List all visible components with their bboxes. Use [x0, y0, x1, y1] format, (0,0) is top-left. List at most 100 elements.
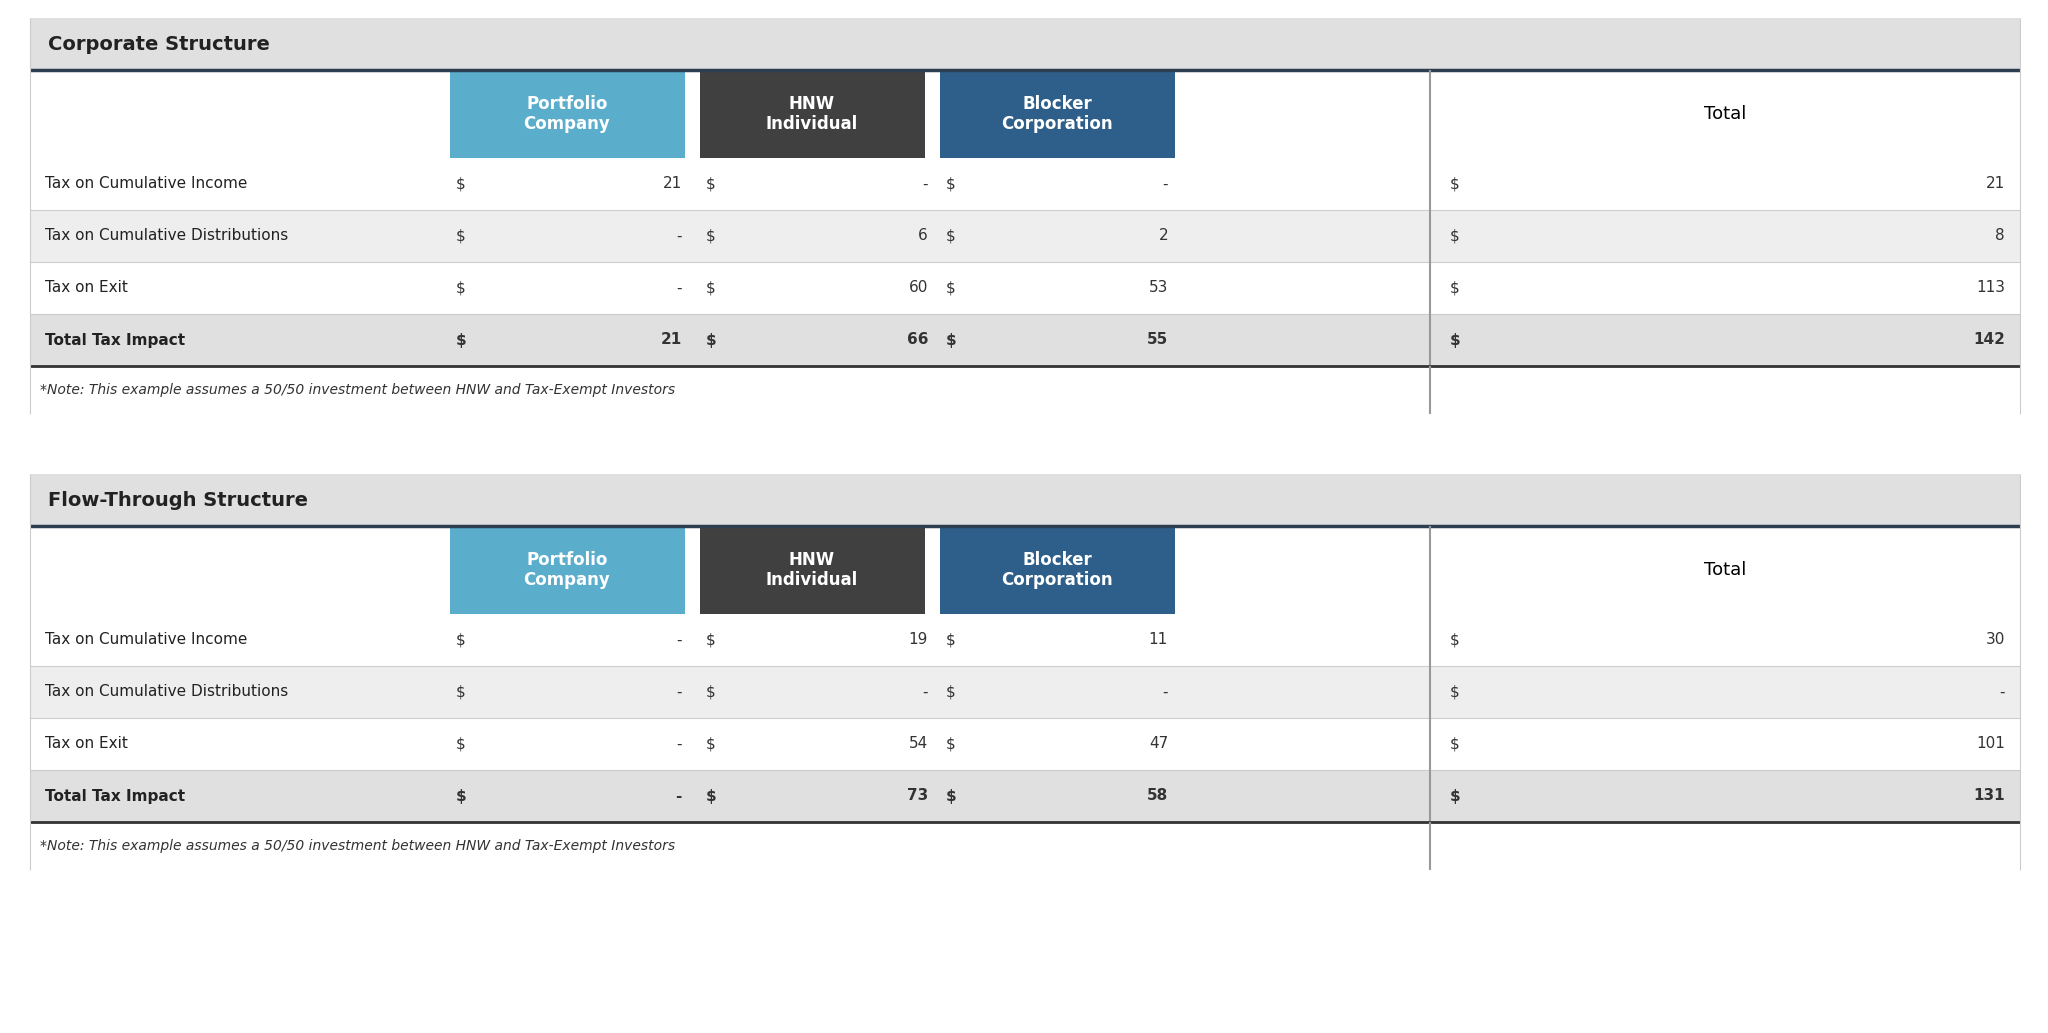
Text: 55: 55: [1147, 333, 1167, 347]
Text: Corporate Structure: Corporate Structure: [47, 34, 270, 54]
Text: 73: 73: [907, 788, 928, 804]
Text: $: $: [707, 177, 715, 191]
Text: $: $: [1450, 788, 1460, 804]
Text: Total: Total: [1704, 105, 1747, 123]
Text: *Note: This example assumes a 50/50 investment between HNW and Tax-Exempt Invest: *Note: This example assumes a 50/50 inve…: [41, 839, 676, 853]
Text: $: $: [707, 632, 715, 648]
Text: Blocker
Corporation: Blocker Corporation: [1001, 551, 1112, 590]
Bar: [451, 526, 684, 614]
Text: 142: 142: [1972, 333, 2005, 347]
Bar: [31, 18, 2019, 70]
Text: 53: 53: [1149, 281, 1167, 295]
Text: 54: 54: [909, 737, 928, 751]
Bar: [940, 70, 1176, 158]
Text: $: $: [1450, 737, 1460, 751]
Text: $: $: [707, 228, 715, 244]
Text: Tax on Cumulative Distributions: Tax on Cumulative Distributions: [45, 685, 289, 699]
Text: $: $: [946, 228, 956, 244]
Text: 101: 101: [1976, 737, 2005, 751]
Text: 21: 21: [662, 333, 682, 347]
Text: Tax on Cumulative Distributions: Tax on Cumulative Distributions: [45, 228, 289, 244]
Text: $: $: [457, 685, 465, 699]
Text: $: $: [457, 228, 465, 244]
Text: $: $: [946, 737, 956, 751]
Bar: [451, 70, 684, 158]
Text: -: -: [1163, 685, 1167, 699]
Text: Tax on Cumulative Income: Tax on Cumulative Income: [45, 177, 248, 191]
Text: $: $: [946, 177, 956, 191]
Text: $: $: [946, 333, 956, 347]
Text: $: $: [457, 788, 467, 804]
Text: *Note: This example assumes a 50/50 investment between HNW and Tax-Exempt Invest: *Note: This example assumes a 50/50 inve…: [41, 383, 676, 397]
Text: -: -: [676, 685, 682, 699]
Text: $: $: [707, 685, 715, 699]
Text: 131: 131: [1974, 788, 2005, 804]
Text: Portfolio
Company: Portfolio Company: [524, 95, 610, 133]
Text: Tax on Cumulative Income: Tax on Cumulative Income: [45, 632, 248, 648]
Bar: [31, 770, 2019, 822]
Bar: [31, 526, 2019, 614]
Bar: [700, 70, 926, 158]
Text: $: $: [457, 333, 467, 347]
Text: $: $: [707, 737, 715, 751]
Bar: [31, 474, 2019, 526]
Bar: [940, 526, 1176, 614]
Text: $: $: [946, 788, 956, 804]
Text: -: -: [1163, 177, 1167, 191]
Text: Flow-Through Structure: Flow-Through Structure: [47, 491, 307, 509]
Text: $: $: [946, 632, 956, 648]
Text: 58: 58: [1147, 788, 1167, 804]
Text: HNW
Individual: HNW Individual: [766, 551, 858, 590]
Text: Total Tax Impact: Total Tax Impact: [45, 333, 184, 347]
Text: Portfolio
Company: Portfolio Company: [524, 551, 610, 590]
Text: 60: 60: [909, 281, 928, 295]
Text: Tax on Exit: Tax on Exit: [45, 737, 127, 751]
Bar: [31, 366, 2019, 414]
Bar: [31, 70, 2019, 158]
Text: $: $: [457, 737, 465, 751]
Text: -: -: [676, 228, 682, 244]
Bar: [31, 666, 2019, 718]
Text: $: $: [1450, 177, 1460, 191]
Text: $: $: [1450, 333, 1460, 347]
Text: HNW
Individual: HNW Individual: [766, 95, 858, 133]
Text: 113: 113: [1976, 281, 2005, 295]
Text: $: $: [457, 632, 465, 648]
Text: -: -: [922, 685, 928, 699]
Bar: [31, 210, 2019, 262]
Bar: [31, 314, 2019, 366]
Text: $: $: [1450, 228, 1460, 244]
Text: $: $: [457, 281, 465, 295]
Bar: [31, 262, 2019, 314]
Text: 21: 21: [664, 177, 682, 191]
Text: 11: 11: [1149, 632, 1167, 648]
Text: 66: 66: [907, 333, 928, 347]
Text: 19: 19: [909, 632, 928, 648]
Text: Tax on Exit: Tax on Exit: [45, 281, 127, 295]
Text: $: $: [707, 788, 717, 804]
Text: $: $: [1450, 632, 1460, 648]
Text: $: $: [946, 281, 956, 295]
Text: -: -: [676, 281, 682, 295]
Text: -: -: [676, 788, 682, 804]
Text: 30: 30: [1987, 632, 2005, 648]
Text: $: $: [1450, 281, 1460, 295]
Text: Total: Total: [1704, 561, 1747, 580]
Text: Total Tax Impact: Total Tax Impact: [45, 788, 184, 804]
Text: $: $: [946, 685, 956, 699]
Bar: [31, 822, 2019, 870]
Text: 6: 6: [918, 228, 928, 244]
Text: Blocker
Corporation: Blocker Corporation: [1001, 95, 1112, 133]
Text: 8: 8: [1995, 228, 2005, 244]
Text: $: $: [707, 281, 715, 295]
Text: 2: 2: [1159, 228, 1167, 244]
Text: -: -: [922, 177, 928, 191]
Bar: [700, 526, 926, 614]
Text: -: -: [676, 632, 682, 648]
Text: 21: 21: [1987, 177, 2005, 191]
Text: $: $: [457, 177, 465, 191]
Bar: [31, 718, 2019, 770]
Text: $: $: [707, 333, 717, 347]
Text: 47: 47: [1149, 737, 1167, 751]
Text: -: -: [676, 737, 682, 751]
